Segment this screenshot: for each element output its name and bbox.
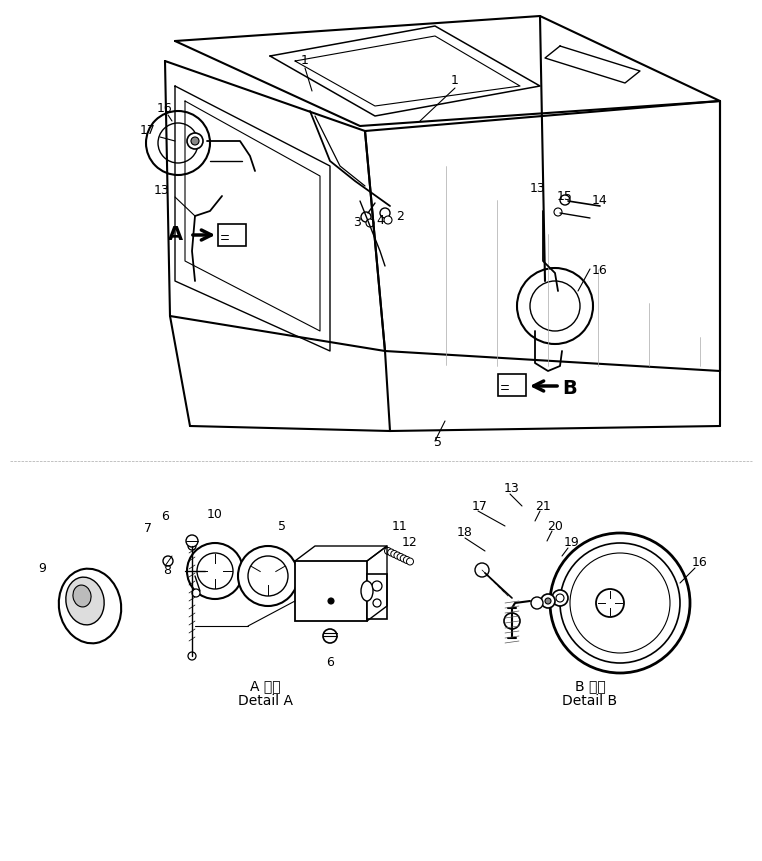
Circle shape [372, 581, 382, 591]
Circle shape [531, 597, 543, 609]
Text: B 詳細: B 詳細 [575, 679, 605, 693]
Bar [295, 561, 367, 621]
Circle shape [191, 137, 199, 145]
Circle shape [517, 268, 593, 344]
Circle shape [323, 629, 337, 643]
Text: 17: 17 [140, 125, 156, 138]
Circle shape [373, 599, 381, 607]
Circle shape [197, 553, 233, 589]
Text: 12: 12 [402, 536, 418, 549]
Circle shape [475, 563, 489, 577]
Circle shape [248, 556, 288, 596]
Text: 2: 2 [396, 209, 404, 222]
Text: Detail A: Detail A [238, 694, 293, 708]
Text: A: A [168, 226, 183, 245]
Text: 13: 13 [154, 184, 170, 197]
Text: 13: 13 [530, 183, 546, 195]
Circle shape [397, 554, 404, 561]
Circle shape [391, 550, 398, 558]
Text: 20: 20 [547, 519, 563, 532]
Text: 18: 18 [457, 526, 473, 540]
Circle shape [238, 546, 298, 606]
Circle shape [394, 552, 401, 559]
Circle shape [556, 594, 564, 602]
Circle shape [400, 555, 407, 562]
Circle shape [541, 594, 555, 608]
Circle shape [403, 556, 411, 563]
Circle shape [188, 542, 196, 550]
Circle shape [188, 652, 196, 660]
Circle shape [187, 543, 243, 599]
Circle shape [186, 535, 198, 547]
Circle shape [504, 613, 520, 629]
Circle shape [554, 208, 562, 216]
Text: 16: 16 [592, 264, 608, 277]
Text: 6: 6 [326, 656, 334, 670]
Ellipse shape [59, 568, 121, 643]
Text: A 詳細: A 詳細 [250, 679, 280, 693]
Text: 11: 11 [392, 519, 408, 532]
Text: 1: 1 [451, 75, 459, 88]
Circle shape [570, 553, 670, 653]
Text: 9: 9 [38, 562, 46, 575]
Text: 10: 10 [207, 507, 223, 521]
Circle shape [596, 589, 624, 617]
Text: 15: 15 [557, 189, 573, 202]
Text: 13: 13 [504, 482, 520, 495]
Text: 21: 21 [535, 499, 551, 512]
Circle shape [366, 219, 374, 227]
Ellipse shape [66, 577, 104, 625]
Ellipse shape [361, 581, 373, 601]
Text: 6: 6 [161, 510, 169, 523]
Text: 5: 5 [278, 519, 286, 532]
Circle shape [361, 212, 371, 222]
Bar [218, 224, 246, 246]
Circle shape [384, 216, 392, 224]
Text: 1: 1 [301, 54, 309, 67]
Circle shape [550, 533, 690, 673]
Text: 5: 5 [434, 437, 442, 449]
Circle shape [552, 590, 568, 606]
Circle shape [158, 123, 198, 163]
Ellipse shape [73, 585, 91, 607]
Circle shape [385, 548, 392, 554]
Text: 17: 17 [472, 499, 488, 512]
Circle shape [560, 195, 570, 205]
Circle shape [545, 598, 551, 604]
Text: 8: 8 [163, 565, 171, 578]
Circle shape [187, 133, 203, 149]
Circle shape [380, 208, 390, 218]
Circle shape [530, 281, 580, 331]
Bar [498, 374, 526, 396]
Text: Detail B: Detail B [562, 694, 617, 708]
Bar [367, 574, 387, 619]
Circle shape [163, 556, 173, 566]
Text: 7: 7 [144, 523, 152, 536]
Text: 16: 16 [157, 102, 173, 115]
Circle shape [146, 111, 210, 175]
Text: 16: 16 [692, 556, 708, 569]
Circle shape [192, 589, 200, 597]
Circle shape [560, 543, 680, 663]
Text: 3: 3 [353, 216, 361, 230]
Circle shape [388, 549, 395, 556]
Text: 14: 14 [592, 195, 608, 208]
Circle shape [328, 598, 334, 604]
Text: 4: 4 [376, 214, 384, 227]
Text: 19: 19 [564, 536, 580, 549]
Circle shape [406, 558, 414, 565]
Text: B: B [562, 379, 578, 398]
